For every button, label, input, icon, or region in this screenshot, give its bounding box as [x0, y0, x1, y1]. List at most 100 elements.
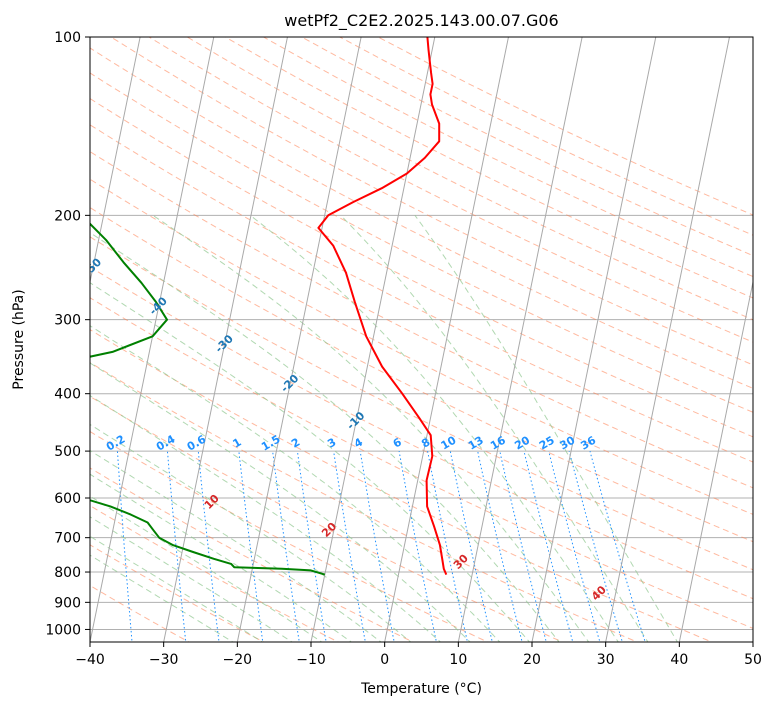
moist-adiabat-line	[90, 554, 234, 642]
dry-adiabat-line	[90, 236, 753, 571]
moist-adiabat-line	[90, 449, 382, 642]
y-axis-ticks: 100 200 300 400 500 600 700 800 900 1000	[45, 30, 90, 638]
moist-adiabat-line	[249, 214, 619, 642]
moist-adiabat-line	[90, 516, 293, 642]
dry-adiabat-line	[90, 361, 639, 642]
moist-adiabat-line	[340, 214, 649, 642]
dry-adiabat-line	[90, 395, 564, 642]
dry-adiabat-line	[90, 178, 753, 515]
y-tick-label: 200	[54, 208, 81, 224]
chart-title: wetPf2_C2E2.2025.143.00.07.G06	[284, 11, 558, 31]
isotherm-line	[752, 639, 753, 642]
profile-series	[90, 37, 448, 576]
mixing-ratio-line	[589, 450, 646, 642]
mixing-ratio-line	[477, 451, 523, 642]
dry-adiabat-line	[90, 584, 190, 642]
dewpoint-line	[90, 140, 326, 576]
isotherm-label: -20	[278, 372, 301, 395]
dry-adiabat-line	[90, 505, 340, 642]
mixing-ratio-label: 6	[391, 435, 404, 450]
y-tick-label: 1000	[45, 622, 81, 638]
y-tick-label: 500	[54, 444, 81, 460]
isotherm-label: -30	[213, 332, 236, 355]
dry-adiabat-line	[90, 124, 753, 463]
mixing-ratio-label: 1	[231, 436, 244, 451]
dry-adiabat-line	[90, 329, 714, 642]
isotherm-label: -40	[147, 294, 170, 317]
dry-adiabat-label: 30	[451, 552, 471, 572]
plot-area: 0.10.20.40.611.52346810131620253036-100-…	[71, 37, 753, 644]
x-tick-label: −40	[75, 652, 105, 668]
mixing-ratio-line	[296, 451, 327, 642]
isotherm-line	[90, 37, 215, 642]
x-axis-ticks: −40 −30 −20 −10 0 10 20 30 40 50	[75, 642, 762, 668]
mixing-ratio-label: 36	[578, 433, 598, 452]
dry-adiabat-label: 20	[319, 520, 339, 540]
mixing-ratio-line	[71, 451, 82, 644]
dry-adiabat-line	[90, 266, 753, 600]
mixing-ratio-line	[568, 450, 623, 642]
moist-adiabat-line	[90, 282, 531, 642]
mixing-ratio-line	[359, 451, 395, 642]
x-tick-label: 10	[449, 652, 467, 668]
y-tick-label: 900	[54, 595, 81, 611]
y-tick-label: 800	[54, 565, 81, 581]
mixing-ratio-line	[398, 451, 437, 642]
dry-adiabat-line	[90, 467, 415, 642]
isotherm-line	[457, 37, 583, 642]
dry-adiabat-line	[90, 47, 753, 389]
moist-adiabat-line	[152, 214, 590, 642]
isotherm-line	[90, 37, 141, 285]
isotherm-line	[605, 37, 730, 642]
isotherm-label: -10	[344, 409, 367, 432]
y-tick-label: 700	[54, 531, 81, 547]
mixing-ratio-label: 20	[512, 433, 532, 452]
isotherm-line	[236, 37, 362, 642]
dry-adiabat-line	[90, 430, 489, 642]
x-tick-label: 0	[380, 652, 389, 668]
dry-adiabat-line	[90, 72, 753, 413]
mixing-ratio-label: 3	[325, 436, 338, 451]
moist-adiabat-line	[90, 325, 501, 642]
x-tick-label: 20	[523, 652, 541, 668]
moist-adiabat-line	[90, 495, 323, 642]
dry-adiabats	[90, 37, 753, 642]
isotherm-label: -50	[81, 255, 104, 278]
mixing-ratio-line	[427, 451, 469, 642]
x-tick-label: −20	[223, 652, 253, 668]
y-tick-label: 400	[54, 387, 81, 403]
mixing-ratio-line	[499, 450, 547, 642]
dry-adiabat-line	[90, 297, 753, 629]
moist-adiabat-line	[90, 362, 471, 642]
isotherm-line	[384, 37, 509, 642]
mixing-ratio-line	[449, 451, 493, 642]
dry-adiabat-line	[110, 37, 753, 366]
x-tick-label: 40	[670, 652, 688, 668]
mixing-ratio-label: 0.4	[154, 432, 178, 453]
dry-adiabat-line	[186, 37, 753, 321]
isotherm-line	[678, 279, 753, 642]
pressure-gridlines	[90, 37, 753, 630]
dry-adiabat-line	[377, 37, 753, 216]
mixing-ratio-line	[333, 451, 366, 642]
mixing-ratio-label: 4	[352, 435, 365, 450]
dry-adiabat-line	[90, 151, 753, 489]
mixing-ratio-label: 25	[537, 434, 557, 453]
x-tick-label: 50	[744, 652, 762, 668]
temperature-line	[317, 37, 448, 575]
mixing-ratio-label: 13	[466, 434, 486, 453]
moist-adiabat-line	[90, 394, 442, 642]
mixing-ratio-label: 30	[558, 433, 578, 452]
mixing-ratio-line	[116, 451, 133, 642]
dry-adiabat-line	[148, 37, 753, 343]
dry-adiabat-line	[225, 37, 753, 299]
mixing-ratio-label: 16	[488, 433, 508, 452]
y-tick-label: 600	[54, 491, 81, 507]
dry-adiabat-line	[263, 37, 753, 278]
moist-adiabat-line	[90, 423, 412, 642]
mixing-ratio-label: 2	[289, 436, 302, 451]
x-axis-label: Temperature (°C)	[360, 681, 482, 697]
mixing-ratio-line	[523, 450, 574, 642]
mixing-ratio-label: 10	[439, 433, 459, 452]
